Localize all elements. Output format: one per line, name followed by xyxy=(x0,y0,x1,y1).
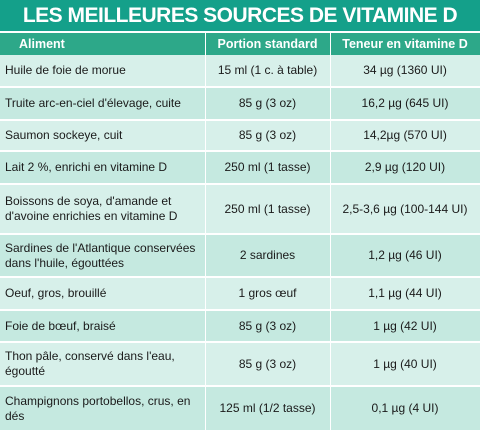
cell-aliment: Truite arc-en-ciel d'élevage, cuite xyxy=(5,96,181,110)
cell-portion: 250 ml (1 tasse) xyxy=(224,201,311,216)
cell-aliment: Saumon sockeye, cuit xyxy=(5,128,123,142)
cell-teneur: 1 µg (40 UI) xyxy=(373,356,437,371)
cell-teneur: 16,2 µg (645 UI) xyxy=(361,96,449,110)
cell-teneur: 1,2 µg (46 UI) xyxy=(368,248,442,262)
cell-aliment: Boissons de soya, d'amande et d'avoine e… xyxy=(5,194,178,223)
cell-aliment: Champignons portobellos, crus, en dés xyxy=(5,393,191,423)
cell-portion: 2 sardines xyxy=(239,248,296,262)
cell-portion: 1 gros œuf xyxy=(238,286,297,300)
cell-portion: 15 ml (1 c. à table) xyxy=(217,63,318,77)
cell-aliment: Thon pâle, conservé dans l'eau, égoutté xyxy=(5,349,175,378)
cell-teneur: 1 µg (42 UI) xyxy=(373,318,437,333)
table-body: Huile de foie de morue 15 ml (1 c. à tab… xyxy=(0,55,480,432)
cell-aliment: Foie de bœuf, braisé xyxy=(5,318,116,333)
header-aliment: Aliment xyxy=(19,37,65,51)
cell-teneur: 2,9 µg (120 UI) xyxy=(364,160,446,174)
cell-portion: 85 g (3 oz) xyxy=(238,356,297,371)
header-portion: Portion standard xyxy=(217,37,318,51)
header-teneur: Teneur en vitamine D xyxy=(342,37,468,51)
cell-aliment: Sardines de l'Atlantique conservées dans… xyxy=(5,240,196,270)
cell-aliment: Oeuf, gros, brouillé xyxy=(5,286,107,300)
cell-portion: 85 g (3 oz) xyxy=(238,128,297,142)
table-row: Boissons de soya, d'amande et d'avoine e… xyxy=(0,185,480,235)
table-row: Saumon sockeye, cuit 85 g (3 oz) 14,2µg … xyxy=(0,121,480,152)
cell-teneur: 34 µg (1360 UI) xyxy=(363,63,447,77)
table-row: Champignons portobellos, crus, en dés 12… xyxy=(0,387,480,432)
cell-aliment: Lait 2 %, enrichi en vitamine D xyxy=(5,160,168,174)
cell-teneur: 2,5-3,6 µg (100-144 UI) xyxy=(342,201,468,216)
header-divider xyxy=(205,33,206,55)
cell-aliment: Huile de foie de morue xyxy=(5,63,126,77)
table-row: Thon pâle, conservé dans l'eau, égoutté … xyxy=(0,343,480,387)
cell-portion: 125 ml (1/2 tasse) xyxy=(219,401,316,415)
cell-portion: 85 g (3 oz) xyxy=(238,96,297,110)
table-row: Sardines de l'Atlantique conservées dans… xyxy=(0,235,480,278)
table-row: Truite arc-en-ciel d'élevage, cuite 85 g… xyxy=(0,88,480,121)
table-row: Foie de bœuf, braisé 85 g (3 oz) 1 µg (4… xyxy=(0,311,480,343)
header-divider xyxy=(330,33,331,55)
cell-teneur: 0,1 µg (4 UI) xyxy=(371,401,439,415)
cell-teneur: 14,2µg (570 UI) xyxy=(363,128,447,142)
table-header: Aliment Portion standard Teneur en vitam… xyxy=(0,33,480,55)
table-row: Lait 2 %, enrichi en vitamine D 250 ml (… xyxy=(0,152,480,185)
cell-portion: 85 g (3 oz) xyxy=(238,318,297,333)
table-row: Huile de foie de morue 15 ml (1 c. à tab… xyxy=(0,55,480,88)
cell-teneur: 1,1 µg (44 UI) xyxy=(368,286,442,300)
page-title: LES MEILLEURES SOURCES DE VITAMINE D xyxy=(0,0,480,31)
cell-portion: 250 ml (1 tasse) xyxy=(224,160,311,174)
table-row: Oeuf, gros, brouillé 1 gros œuf 1,1 µg (… xyxy=(0,278,480,311)
